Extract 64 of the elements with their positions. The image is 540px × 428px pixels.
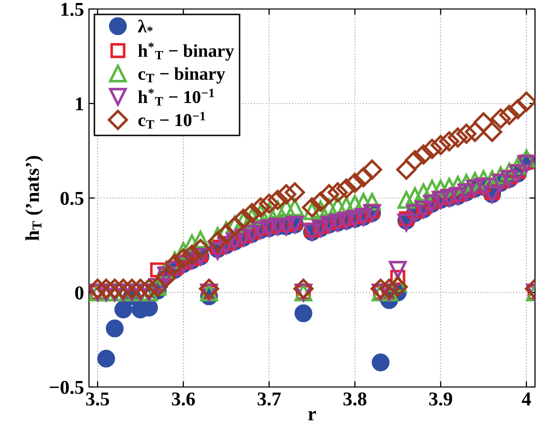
legend-label: λ$_{*}$ — [138, 20, 153, 32]
point — [372, 354, 390, 372]
point — [439, 131, 460, 152]
y-tick-label: 1 — [76, 97, 84, 110]
point — [353, 167, 374, 188]
point — [104, 278, 125, 299]
point — [430, 134, 451, 156]
point — [448, 127, 468, 148]
point — [328, 182, 348, 202]
point — [276, 184, 296, 204]
x-tick-label: 3.7 — [258, 392, 281, 406]
point — [319, 184, 340, 204]
y-tick-label: −0.5 — [50, 380, 84, 394]
point — [284, 182, 305, 202]
x-tick-label: 3.5 — [86, 392, 110, 406]
legend-label: c$_{T}$ − binary — [138, 67, 226, 84]
legend-label: h$^{*}$$_{T}$ − binary — [138, 42, 234, 61]
y-axis-title: h$_{T}$ (’nats’) — [25, 156, 43, 240]
point — [310, 192, 331, 212]
point — [216, 224, 236, 244]
point — [388, 260, 407, 279]
point — [173, 248, 194, 269]
y-tick-label: 0.5 — [60, 192, 84, 206]
point — [508, 99, 528, 120]
point — [404, 150, 426, 170]
point — [344, 172, 365, 193]
point — [268, 190, 288, 210]
point — [164, 254, 185, 274]
point — [208, 231, 228, 252]
legend-label: c$_{T}$ − 10$^{−1}$ — [138, 112, 206, 129]
point — [130, 278, 151, 299]
point — [302, 197, 322, 218]
point — [516, 92, 535, 112]
x-tick-label: 3.6 — [172, 392, 195, 406]
point — [182, 244, 202, 265]
point — [482, 122, 502, 142]
y-tick-label: 1.5 — [61, 2, 84, 16]
point — [106, 320, 124, 338]
x-tick-label: 3.9 — [429, 392, 452, 406]
point — [456, 124, 476, 144]
point — [113, 278, 134, 299]
point — [413, 144, 434, 165]
y-tick-label: 0 — [75, 286, 84, 300]
x-tick-label: 3.8 — [343, 392, 366, 406]
point — [122, 278, 142, 299]
point — [396, 160, 416, 180]
x-axis-title: r — [308, 411, 316, 420]
point — [138, 278, 160, 299]
point — [422, 138, 442, 159]
point — [362, 160, 382, 180]
point — [114, 300, 132, 318]
legend-label: h$^{*}$$_{T}$ − 10$^{−1}$ — [138, 88, 214, 106]
point — [190, 238, 211, 260]
point — [336, 178, 356, 199]
point — [97, 350, 116, 368]
point — [464, 122, 486, 142]
point — [250, 197, 271, 218]
point — [490, 108, 511, 129]
point — [499, 104, 520, 125]
point — [388, 276, 408, 297]
point — [242, 203, 262, 224]
point — [294, 304, 312, 322]
point — [259, 194, 280, 214]
x-tick-label: 4 — [522, 392, 531, 406]
